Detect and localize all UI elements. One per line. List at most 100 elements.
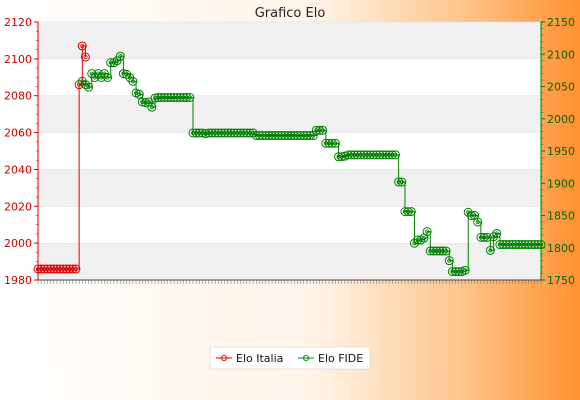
- data-point-inner: [311, 133, 316, 138]
- left-tick-label: 2040: [4, 163, 32, 176]
- data-point: [308, 131, 318, 141]
- data-point-inner: [86, 85, 91, 90]
- plot-background: [38, 22, 541, 280]
- data-point: [77, 41, 87, 51]
- data-point: [118, 69, 128, 79]
- data-point: [334, 152, 344, 162]
- data-point: [169, 92, 179, 102]
- data-point: [428, 246, 438, 256]
- data-point-inner: [124, 72, 129, 77]
- data-point: [226, 128, 236, 138]
- data-point: [330, 138, 340, 148]
- data-point: [144, 97, 154, 107]
- data-point: [517, 240, 527, 250]
- left-tick-label: 2020: [4, 200, 32, 213]
- legend-item-elo-italia: Elo Italia: [216, 352, 283, 365]
- legend-item-elo-fide: Elo FIDE: [298, 352, 363, 365]
- data-point: [163, 92, 173, 102]
- data-point-inner: [539, 242, 544, 247]
- grid-band: [38, 95, 541, 133]
- data-point: [141, 98, 151, 108]
- data-point: [65, 264, 75, 274]
- data-point: [153, 92, 163, 102]
- data-point: [492, 229, 502, 239]
- data-point-inner: [421, 236, 426, 241]
- x-axis-ticks: [37, 280, 542, 284]
- left-tick-label: 2060: [4, 127, 32, 140]
- data-point: [270, 131, 280, 141]
- data-point: [454, 267, 464, 277]
- series-line: [38, 45, 86, 270]
- data-point-inner: [466, 210, 471, 215]
- data-point: [223, 128, 233, 138]
- data-point: [220, 128, 230, 138]
- data-point: [397, 177, 407, 187]
- left-tick-label: 2120: [4, 16, 32, 29]
- data-point: [346, 150, 356, 160]
- data-point: [413, 235, 423, 245]
- data-point: [245, 128, 255, 138]
- data-point: [353, 150, 363, 160]
- data-point: [435, 246, 445, 256]
- data-point: [254, 131, 264, 141]
- data-point: [289, 131, 299, 141]
- right-tick-label: 2050: [547, 81, 575, 94]
- data-point: [204, 128, 214, 138]
- data-point: [49, 264, 59, 274]
- data-point: [248, 128, 258, 138]
- data-point: [530, 240, 540, 250]
- data-point: [42, 264, 52, 274]
- data-point: [283, 131, 293, 141]
- data-point: [406, 207, 416, 217]
- data-point: [137, 97, 147, 107]
- data-point: [232, 128, 242, 138]
- data-point: [441, 246, 451, 256]
- data-point: [321, 138, 331, 148]
- data-point-inner: [130, 79, 135, 84]
- data-point-inner: [488, 248, 493, 253]
- data-point: [485, 245, 495, 255]
- data-point: [210, 128, 220, 138]
- left-tick-label: 2000: [4, 237, 32, 250]
- data-point: [147, 102, 157, 112]
- data-point: [324, 138, 334, 148]
- data-point: [302, 131, 312, 141]
- data-point: [523, 240, 533, 250]
- data-point: [242, 128, 252, 138]
- data-point: [112, 56, 122, 66]
- data-point: [103, 72, 113, 82]
- data-point: [349, 150, 359, 160]
- legend-label-elo-italia: Elo Italia: [236, 352, 283, 365]
- data-point-inner: [80, 79, 85, 84]
- legend-box: [209, 346, 371, 370]
- legend-marker-elo-fide: [303, 355, 309, 361]
- grid-band: [38, 243, 541, 280]
- right-tick-label: 1800: [547, 242, 575, 255]
- data-point: [378, 150, 388, 160]
- data-point: [229, 128, 239, 138]
- data-point: [511, 240, 521, 250]
- data-point: [482, 232, 492, 242]
- data-point-inner: [412, 241, 417, 246]
- data-point-inner: [444, 248, 449, 253]
- right-tick-label: 1950: [547, 145, 575, 158]
- data-point: [495, 240, 505, 250]
- right-tick-label: 2150: [547, 16, 575, 29]
- data-point: [71, 264, 81, 274]
- data-point: [365, 150, 375, 160]
- data-point-inner: [399, 179, 404, 184]
- data-point: [166, 92, 176, 102]
- data-point-inner: [485, 235, 490, 240]
- data-point: [425, 246, 435, 256]
- data-point-inner: [320, 128, 325, 133]
- data-point: [305, 131, 315, 141]
- data-point: [80, 52, 90, 62]
- data-point: [134, 89, 144, 99]
- data-point-inner: [418, 238, 423, 243]
- data-point: [128, 76, 138, 86]
- data-point: [267, 131, 277, 141]
- data-point-inner: [137, 92, 142, 97]
- data-point-inner: [409, 209, 414, 214]
- data-point: [277, 131, 287, 141]
- data-point: [337, 152, 347, 162]
